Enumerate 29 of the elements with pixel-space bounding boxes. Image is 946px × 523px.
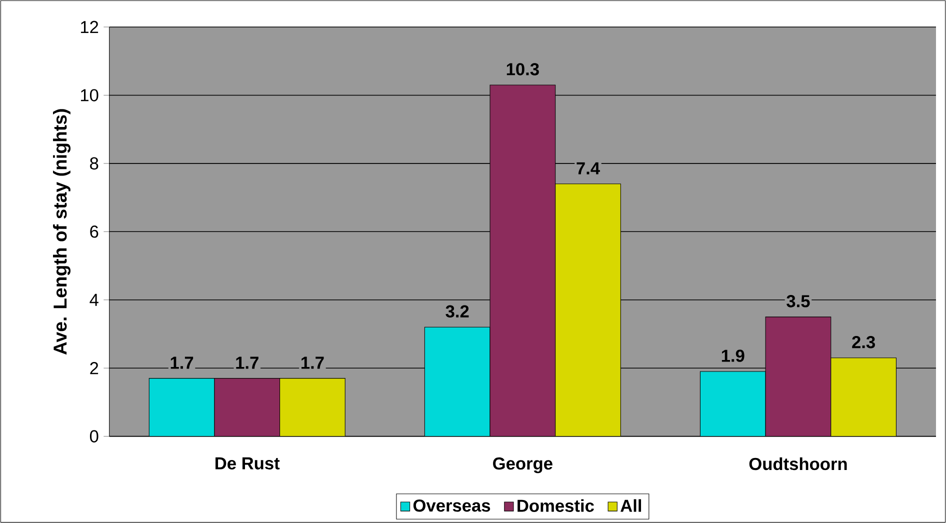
x-tick-label: Oudtshoorn [749,457,847,470]
y-tick-label: 0 [90,430,98,442]
bar [765,316,832,436]
y-tick-label: 8 [90,157,98,170]
bar [490,84,556,436]
y-axis-title: Ave. Length of stay (nights) [53,109,70,355]
data-label: 7.4 [576,162,600,174]
data-label: 3.2 [446,305,469,318]
data-label: 1.7 [236,356,258,369]
y-tick-label: 10 [80,89,98,102]
x-tick-label: George [493,457,552,474]
data-label: 1.9 [722,350,744,362]
y-tick-label: 12 [80,20,98,34]
y-tick-label: 4 [90,294,98,306]
y-tick-label: 2 [90,362,98,374]
data-label: 2.3 [852,336,875,348]
bar [214,378,280,436]
bar [280,378,346,436]
data-label: 1.7 [170,356,194,369]
legend-label: All [620,499,642,512]
bar [830,358,896,436]
bar [555,184,621,436]
y-tick-label: 6 [90,226,98,238]
data-label: 10.3 [506,63,539,76]
x-tick-label: De Rust [216,457,280,470]
legend-label: Overseas [413,499,490,512]
data-label: 3.5 [786,295,810,308]
legend-label: Domestic [518,499,594,512]
data-label: 1.7 [301,356,324,369]
